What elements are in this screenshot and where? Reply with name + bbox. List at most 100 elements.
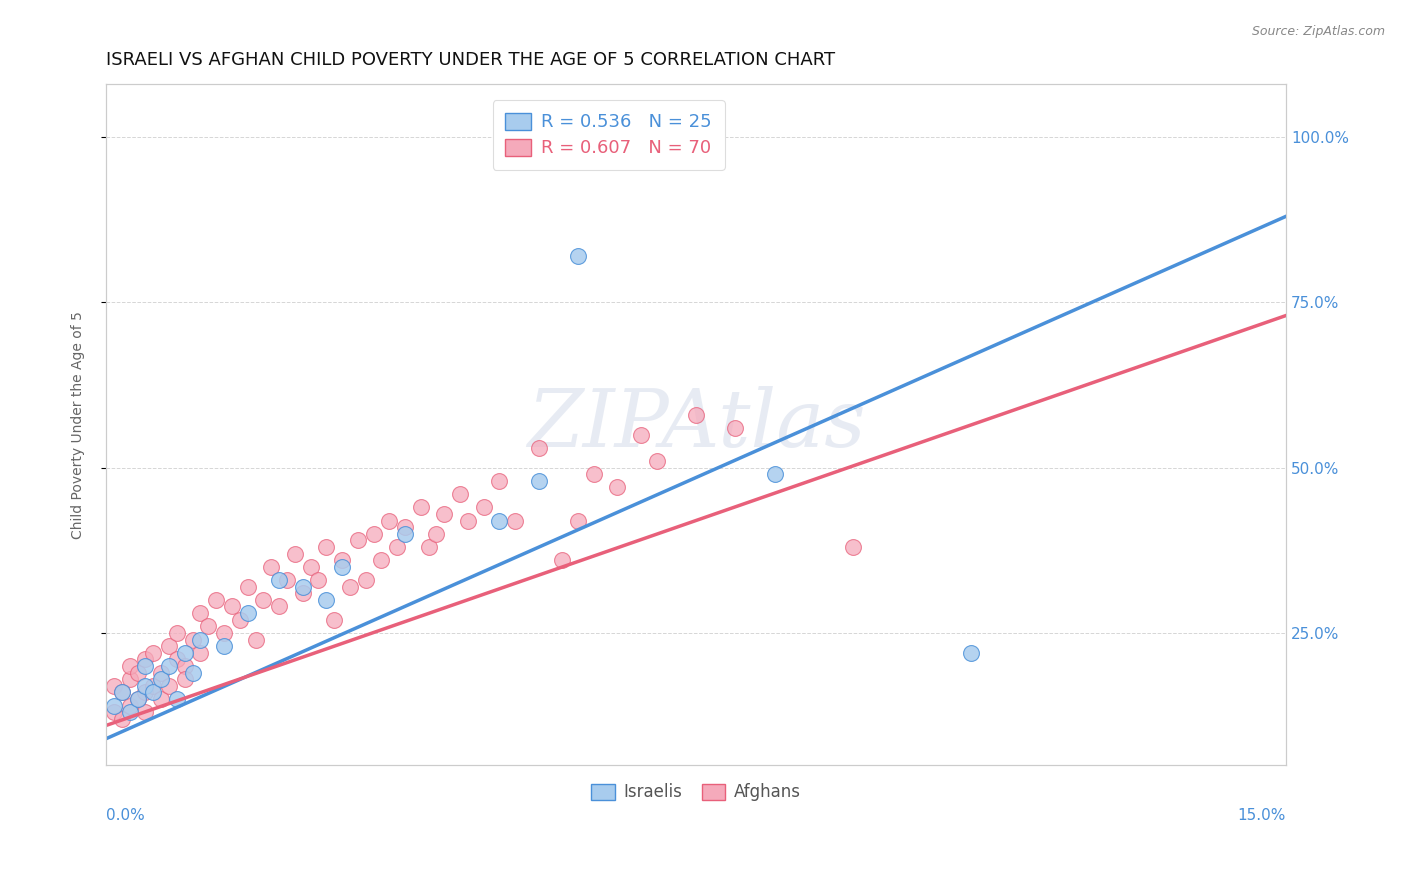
Y-axis label: Child Poverty Under the Age of 5: Child Poverty Under the Age of 5 — [72, 310, 86, 539]
Point — [166, 652, 188, 666]
Point — [291, 586, 314, 600]
Point — [363, 526, 385, 541]
Point — [236, 580, 259, 594]
Point — [134, 705, 156, 719]
Point — [276, 573, 298, 587]
Point — [291, 580, 314, 594]
Point — [229, 613, 252, 627]
Point — [134, 679, 156, 693]
Point — [150, 692, 173, 706]
Point — [142, 679, 165, 693]
Point — [173, 646, 195, 660]
Point — [394, 526, 416, 541]
Point — [425, 526, 447, 541]
Point — [315, 592, 337, 607]
Point — [134, 652, 156, 666]
Point — [269, 573, 291, 587]
Point — [190, 646, 212, 660]
Point — [269, 599, 291, 614]
Point — [315, 540, 337, 554]
Text: Source: ZipAtlas.com: Source: ZipAtlas.com — [1251, 25, 1385, 38]
Point — [299, 559, 322, 574]
Point — [212, 626, 235, 640]
Point — [567, 249, 589, 263]
Point — [190, 606, 212, 620]
Point — [181, 632, 204, 647]
Point — [212, 639, 235, 653]
Point — [190, 632, 212, 647]
Point — [330, 553, 353, 567]
Point — [284, 547, 307, 561]
Point — [457, 514, 479, 528]
Point — [197, 619, 219, 633]
Point — [118, 705, 141, 719]
Point — [724, 421, 747, 435]
Point — [418, 540, 440, 554]
Point — [236, 606, 259, 620]
Text: ISRAELI VS AFGHAN CHILD POVERTY UNDER THE AGE OF 5 CORRELATION CHART: ISRAELI VS AFGHAN CHILD POVERTY UNDER TH… — [105, 51, 835, 69]
Point — [339, 580, 361, 594]
Point — [323, 613, 346, 627]
Point — [103, 679, 125, 693]
Point — [385, 540, 408, 554]
Point — [685, 408, 707, 422]
Point — [260, 559, 283, 574]
Text: 15.0%: 15.0% — [1237, 808, 1286, 823]
Point — [103, 705, 125, 719]
Point — [127, 692, 149, 706]
Point — [527, 474, 550, 488]
Point — [567, 514, 589, 528]
Point — [134, 659, 156, 673]
Point — [103, 698, 125, 713]
Point — [111, 685, 134, 699]
Text: ZIPAtlas: ZIPAtlas — [527, 386, 865, 463]
Point — [118, 659, 141, 673]
Point — [150, 672, 173, 686]
Point — [142, 685, 165, 699]
Point — [111, 712, 134, 726]
Point — [354, 573, 377, 587]
Point — [157, 639, 180, 653]
Point — [173, 659, 195, 673]
Point — [582, 467, 605, 482]
Text: 0.0%: 0.0% — [105, 808, 145, 823]
Point — [330, 559, 353, 574]
Point — [394, 520, 416, 534]
Point — [630, 427, 652, 442]
Point — [370, 553, 392, 567]
Point — [433, 507, 456, 521]
Point — [449, 487, 471, 501]
Point — [527, 441, 550, 455]
Legend: Israelis, Afghans: Israelis, Afghans — [585, 777, 807, 808]
Point — [378, 514, 401, 528]
Point — [166, 692, 188, 706]
Point — [252, 592, 274, 607]
Point — [181, 665, 204, 680]
Point — [127, 665, 149, 680]
Point — [173, 672, 195, 686]
Point — [157, 659, 180, 673]
Point — [142, 646, 165, 660]
Point — [245, 632, 267, 647]
Point — [488, 474, 510, 488]
Point — [346, 533, 368, 548]
Point — [157, 679, 180, 693]
Point — [118, 698, 141, 713]
Point — [763, 467, 786, 482]
Point — [842, 540, 865, 554]
Point — [166, 626, 188, 640]
Point — [645, 454, 668, 468]
Point — [205, 592, 228, 607]
Point — [488, 514, 510, 528]
Point — [111, 685, 134, 699]
Point — [221, 599, 243, 614]
Point — [606, 480, 628, 494]
Point — [960, 646, 983, 660]
Point — [551, 553, 574, 567]
Point — [472, 500, 495, 515]
Point — [150, 665, 173, 680]
Point — [127, 692, 149, 706]
Point — [503, 514, 526, 528]
Point — [409, 500, 432, 515]
Point — [307, 573, 329, 587]
